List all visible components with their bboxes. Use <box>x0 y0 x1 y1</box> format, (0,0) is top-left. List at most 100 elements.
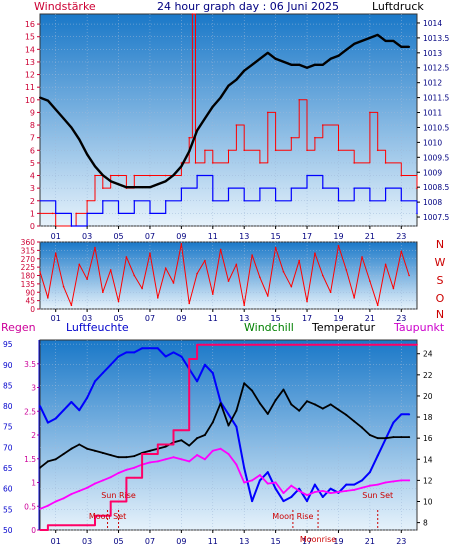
temperature-point <box>282 388 285 391</box>
pressure-axis-label: 1010 <box>423 138 442 147</box>
rain-point <box>86 524 89 527</box>
wind-axis-label: 11 <box>25 83 35 92</box>
dewpoint-point <box>78 489 81 492</box>
wind-gust-point <box>54 212 57 215</box>
x-tick-label: 07 <box>145 314 155 323</box>
wind-direction-point <box>180 243 183 245</box>
dewpoint-point <box>54 500 57 503</box>
wind-speed-line <box>40 13 418 227</box>
humidity-point <box>164 355 167 358</box>
temperature-point <box>70 447 73 450</box>
rain-point <box>54 524 57 527</box>
annotation-label: Moonrise <box>300 535 336 544</box>
series-layer <box>39 13 418 531</box>
pressure-point <box>306 66 309 69</box>
humidity-point <box>86 396 89 399</box>
humidity-point <box>298 487 301 490</box>
temperature-point <box>133 455 136 458</box>
wind-direction-point <box>188 302 191 305</box>
x-tick-label: 23 <box>396 232 406 241</box>
x-tick-label: 11 <box>208 537 218 546</box>
temperature-point <box>164 445 167 448</box>
annotation-label: Sun Set <box>362 491 393 500</box>
wind-direction-point <box>125 256 128 258</box>
x-tick-label: 07 <box>145 232 155 241</box>
wind-gust-point <box>384 187 387 189</box>
humidity-point <box>361 479 364 482</box>
wind-gust-point <box>227 187 230 189</box>
pressure-point <box>109 180 112 183</box>
dewpoint-point <box>266 482 269 485</box>
humidity-point <box>266 471 269 474</box>
x-tick-label: 05 <box>113 314 123 323</box>
dewpoint-point <box>258 474 261 477</box>
temperature-point <box>290 403 293 406</box>
pressure-point <box>290 63 293 66</box>
humidity-point <box>46 421 49 424</box>
humidity-point <box>321 495 324 498</box>
pressure-point <box>78 138 81 141</box>
windstaerke-label: Windstärke <box>34 0 96 13</box>
wind-direction-point <box>376 304 379 307</box>
humidity-point <box>196 380 199 383</box>
x-tick-label: 11 <box>208 232 218 241</box>
temperature-point <box>329 403 332 406</box>
rain-axis-label: 2.5 <box>24 407 36 416</box>
rain-point <box>196 343 198 346</box>
humidity-point <box>282 500 285 503</box>
x-tick-label: 09 <box>176 314 186 323</box>
wind-gust-point <box>353 187 355 189</box>
climate-panel-background <box>39 339 418 531</box>
wind-speed-point <box>149 174 151 177</box>
temperature-axis-label: 16 <box>423 434 433 443</box>
rain-axis-label: 3.5 <box>24 360 36 369</box>
pressure-point <box>400 45 403 48</box>
rain-point <box>416 343 418 346</box>
pressure-point <box>321 63 324 66</box>
humidity-point <box>368 471 371 474</box>
wind-speed-point <box>314 136 316 139</box>
humidity-point <box>117 355 120 358</box>
dewpoint-point <box>274 481 277 484</box>
temperature-point <box>227 424 230 427</box>
pressure-point <box>203 117 206 120</box>
rain-axis-label: 1 <box>31 479 36 488</box>
wind-axis-label: 4 <box>30 172 35 181</box>
dewpoint-point <box>337 491 340 493</box>
pressure-point <box>345 48 348 51</box>
temperature-point <box>400 436 403 439</box>
temperature-point <box>368 434 371 436</box>
temperature-point <box>353 420 356 423</box>
rain-point <box>70 524 73 527</box>
rain-point <box>211 343 214 346</box>
rain-point <box>353 343 356 346</box>
dewpoint-point <box>408 479 411 482</box>
wind-speed-point <box>191 13 194 15</box>
pressure-point <box>408 45 411 48</box>
wind-gust-point <box>243 199 246 202</box>
temperature-point <box>313 403 316 406</box>
humidity-point <box>274 487 277 490</box>
temperature-point <box>235 409 238 412</box>
wind-direction-point <box>298 259 300 262</box>
temperature-axis-label: 10 <box>423 498 433 507</box>
pressure-point <box>39 96 41 99</box>
wind-speed-point <box>274 149 277 152</box>
pressure-axis-label: 1013 <box>423 49 442 58</box>
humidity-point <box>258 479 261 482</box>
direction-axis-label: 360 <box>21 238 36 247</box>
annotation-label: Sun Rise <box>101 491 136 500</box>
wind-speed-point <box>75 212 77 215</box>
dewpoint-point <box>125 468 128 471</box>
x-tick-label: 01 <box>51 537 61 546</box>
rain-point <box>125 476 128 479</box>
wind-direction-point <box>219 248 222 251</box>
rain-point <box>188 358 191 360</box>
dewpoint-point <box>329 492 332 495</box>
humidity-point <box>133 351 136 354</box>
wind-axis-label: 9 <box>30 108 35 117</box>
humidity-point <box>62 409 65 412</box>
x-tick-label: 05 <box>113 537 123 546</box>
wind-axis-label: 10 <box>25 96 35 105</box>
dewpoint-point <box>93 482 96 485</box>
